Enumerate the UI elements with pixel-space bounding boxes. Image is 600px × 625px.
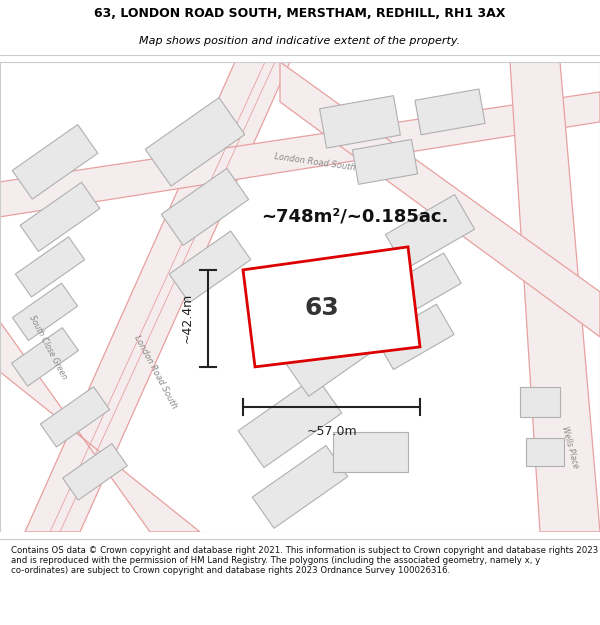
Polygon shape — [385, 194, 475, 269]
Polygon shape — [320, 96, 400, 148]
Polygon shape — [169, 231, 251, 302]
Polygon shape — [11, 328, 79, 386]
Polygon shape — [526, 438, 564, 466]
Text: Wells Place: Wells Place — [560, 425, 580, 469]
Polygon shape — [376, 304, 454, 369]
Polygon shape — [12, 124, 98, 199]
Polygon shape — [62, 444, 127, 500]
Polygon shape — [145, 98, 245, 186]
Text: ~748m²/~0.185ac.: ~748m²/~0.185ac. — [262, 208, 449, 226]
Text: South Close Green: South Close Green — [28, 313, 68, 381]
Polygon shape — [332, 432, 407, 472]
Text: Map shows position and indicative extent of the property.: Map shows position and indicative extent… — [139, 36, 461, 46]
Polygon shape — [510, 62, 600, 532]
Polygon shape — [243, 247, 420, 367]
Polygon shape — [0, 92, 600, 217]
Text: ~42.4m: ~42.4m — [181, 293, 194, 344]
Text: London Road South: London Road South — [132, 334, 178, 410]
Text: London Road South: London Road South — [274, 152, 356, 172]
Polygon shape — [352, 139, 418, 184]
Polygon shape — [20, 182, 100, 251]
Polygon shape — [520, 387, 560, 417]
Polygon shape — [238, 376, 342, 468]
Polygon shape — [286, 318, 374, 396]
Text: 63, LONDON ROAD SOUTH, MERSTHAM, REDHILL, RH1 3AX: 63, LONDON ROAD SOUTH, MERSTHAM, REDHILL… — [94, 8, 506, 20]
Text: 63: 63 — [304, 296, 339, 319]
Polygon shape — [280, 62, 600, 337]
Polygon shape — [415, 89, 485, 135]
Polygon shape — [13, 283, 77, 341]
Polygon shape — [25, 62, 290, 532]
Polygon shape — [0, 322, 200, 532]
Text: Contains OS data © Crown copyright and database right 2021. This information is : Contains OS data © Crown copyright and d… — [11, 546, 598, 576]
Polygon shape — [161, 168, 248, 246]
Polygon shape — [16, 237, 85, 297]
Text: ~57.0m: ~57.0m — [306, 425, 357, 438]
Polygon shape — [379, 253, 461, 321]
Polygon shape — [40, 387, 110, 447]
Polygon shape — [252, 446, 348, 528]
